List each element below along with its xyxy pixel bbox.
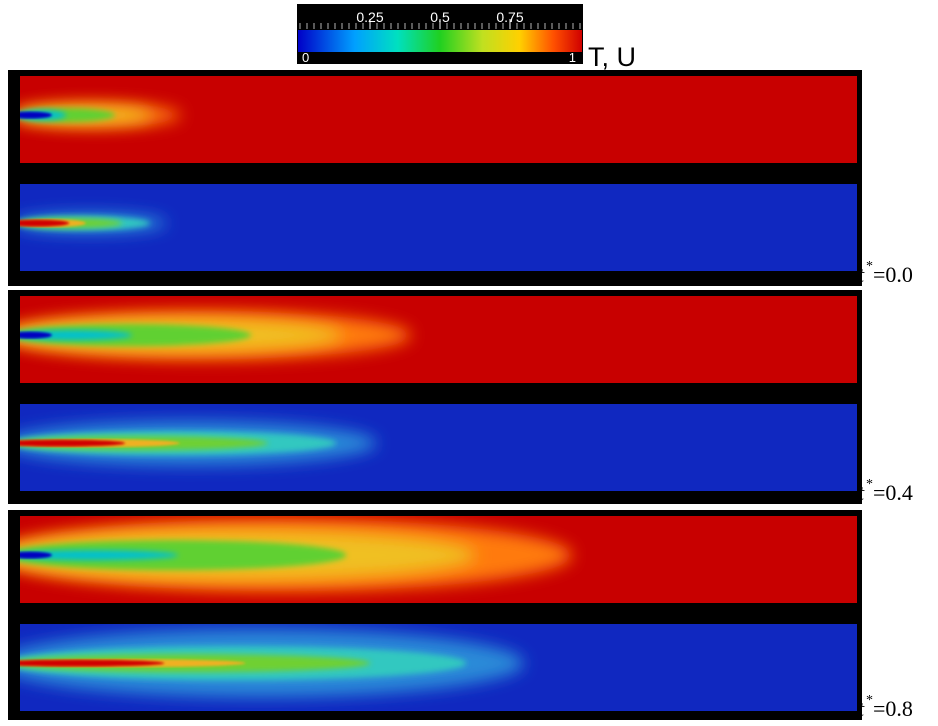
- velocity-field: [20, 624, 857, 711]
- end-label: 1: [569, 50, 576, 65]
- time-value: =0.8: [873, 696, 913, 721]
- temperature-field: [20, 296, 857, 383]
- core: [20, 331, 52, 339]
- colorbar-minor-ticks: [299, 23, 581, 29]
- core: [20, 219, 70, 227]
- time-symbol: t: [858, 262, 865, 287]
- core: [20, 439, 126, 447]
- time-symbol: t: [858, 696, 865, 721]
- temperature-field: [20, 76, 857, 163]
- tick-label: 0.25: [356, 9, 383, 25]
- plume: [20, 550, 179, 561]
- end-label: 0: [302, 50, 309, 65]
- colorbar-label: T, U: [588, 42, 636, 72]
- colorbar: [297, 4, 583, 64]
- time-symbol: t: [858, 480, 865, 505]
- time-superscript: *: [866, 477, 873, 492]
- temperature-field: [20, 516, 857, 603]
- core: [20, 111, 52, 119]
- time-superscript: *: [866, 693, 873, 708]
- colorbar-gradient: [298, 30, 582, 52]
- core: [20, 551, 52, 559]
- panel-group: [8, 70, 862, 286]
- time-value: =0.0: [873, 262, 913, 287]
- core: [20, 659, 165, 667]
- field-bg: [20, 184, 857, 271]
- time-superscript: *: [866, 259, 873, 274]
- velocity-field: [20, 184, 857, 271]
- panel-group: [8, 510, 862, 720]
- plume: [20, 540, 347, 571]
- panel-group: [8, 290, 862, 504]
- tick-label: 0.75: [496, 9, 523, 25]
- velocity-field: [20, 404, 857, 491]
- plume: [20, 330, 133, 341]
- time-value: =0.4: [873, 480, 913, 505]
- panels: [8, 70, 862, 720]
- tick-label: 0.5: [430, 9, 450, 25]
- plume: [20, 324, 252, 347]
